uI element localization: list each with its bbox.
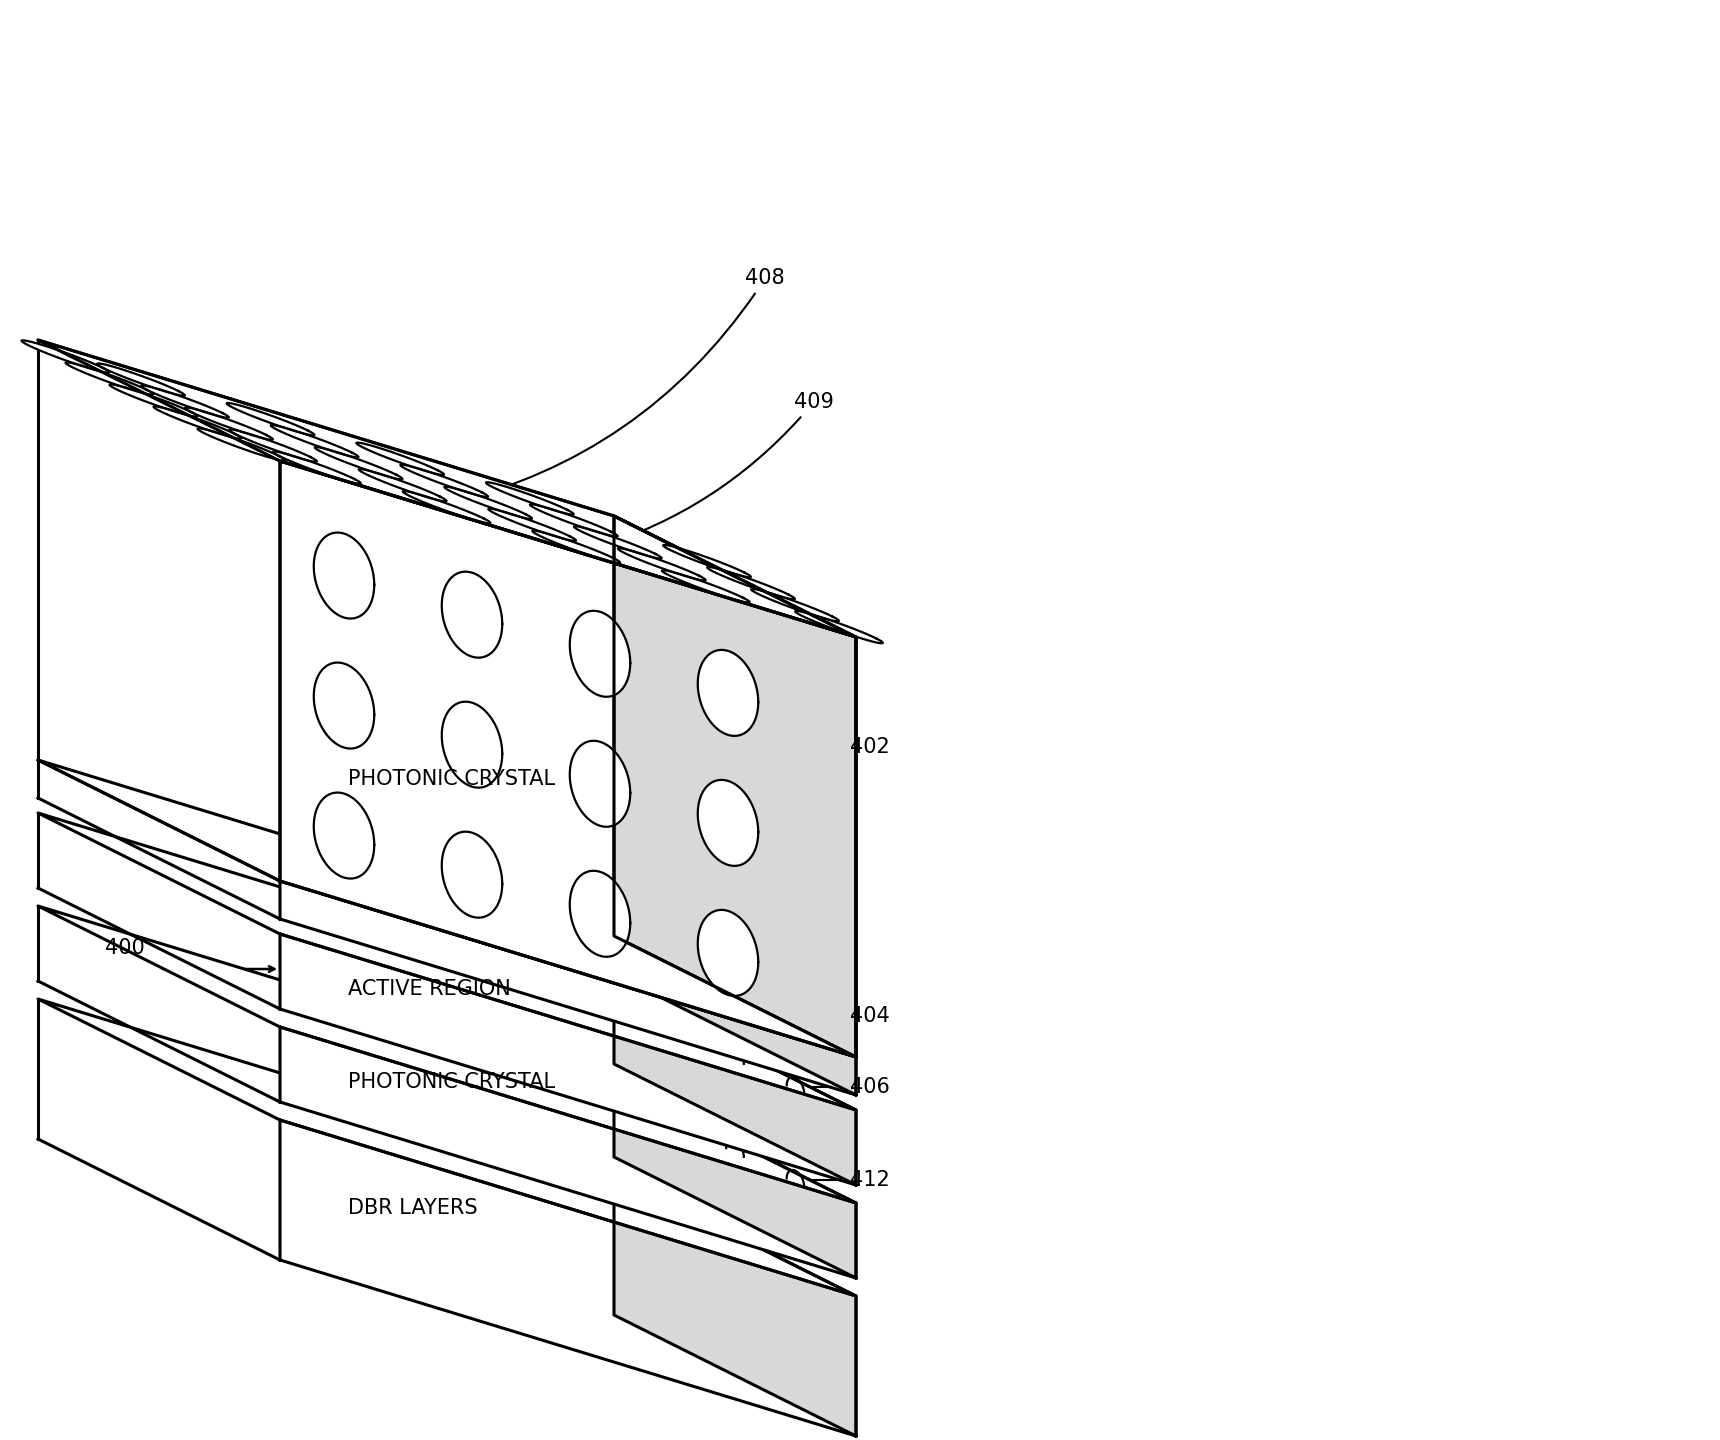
Polygon shape xyxy=(569,611,630,697)
Polygon shape xyxy=(442,701,502,788)
Polygon shape xyxy=(65,363,153,395)
Text: DBR LAYERS: DBR LAYERS xyxy=(347,1198,476,1218)
Polygon shape xyxy=(614,1175,857,1436)
Polygon shape xyxy=(530,504,617,537)
Polygon shape xyxy=(359,469,447,501)
Polygon shape xyxy=(313,792,375,878)
Polygon shape xyxy=(280,1027,857,1279)
Text: 400: 400 xyxy=(105,937,144,958)
Polygon shape xyxy=(280,881,857,1094)
Polygon shape xyxy=(614,1081,857,1279)
Text: PHOTONIC CRYSTAL: PHOTONIC CRYSTAL xyxy=(347,769,556,789)
Polygon shape xyxy=(533,530,621,563)
Polygon shape xyxy=(356,442,444,475)
Polygon shape xyxy=(662,570,750,602)
Text: 406: 406 xyxy=(850,1077,889,1097)
Polygon shape xyxy=(280,935,857,1185)
Polygon shape xyxy=(752,589,839,621)
Polygon shape xyxy=(153,406,241,439)
Text: 402: 402 xyxy=(850,737,889,757)
Polygon shape xyxy=(141,386,229,418)
Polygon shape xyxy=(614,989,857,1185)
Polygon shape xyxy=(795,611,882,644)
Polygon shape xyxy=(442,832,502,917)
Polygon shape xyxy=(198,428,286,461)
Polygon shape xyxy=(315,446,402,480)
Polygon shape xyxy=(273,451,361,484)
Polygon shape xyxy=(487,482,574,514)
Polygon shape xyxy=(569,871,630,956)
Polygon shape xyxy=(38,999,857,1296)
Polygon shape xyxy=(614,516,857,1057)
Polygon shape xyxy=(38,906,857,1202)
Text: 404: 404 xyxy=(850,1005,889,1025)
Polygon shape xyxy=(574,526,662,559)
Polygon shape xyxy=(22,340,110,373)
Text: 409: 409 xyxy=(599,392,834,549)
Polygon shape xyxy=(229,429,316,462)
Polygon shape xyxy=(698,649,759,736)
Polygon shape xyxy=(698,780,759,865)
Polygon shape xyxy=(664,544,752,577)
Polygon shape xyxy=(444,487,531,518)
Polygon shape xyxy=(402,491,490,523)
Polygon shape xyxy=(280,461,857,1057)
Polygon shape xyxy=(617,549,705,580)
Polygon shape xyxy=(227,403,315,435)
Polygon shape xyxy=(569,740,630,827)
Polygon shape xyxy=(698,910,759,996)
Polygon shape xyxy=(38,814,857,1110)
Polygon shape xyxy=(96,363,184,396)
Polygon shape xyxy=(313,662,375,749)
Polygon shape xyxy=(186,408,273,439)
Polygon shape xyxy=(313,533,375,619)
Polygon shape xyxy=(38,340,857,636)
Text: PHOTONIC CRYSTAL: PHOTONIC CRYSTAL xyxy=(347,1073,556,1092)
Polygon shape xyxy=(614,936,857,1094)
Text: 412: 412 xyxy=(850,1169,889,1189)
Polygon shape xyxy=(707,567,795,599)
Polygon shape xyxy=(401,465,488,497)
Polygon shape xyxy=(488,508,576,541)
Text: ACTIVE REGION: ACTIVE REGION xyxy=(347,979,511,999)
Polygon shape xyxy=(38,760,857,1057)
Polygon shape xyxy=(442,572,502,658)
Polygon shape xyxy=(270,425,358,458)
Polygon shape xyxy=(110,384,198,416)
Text: 408: 408 xyxy=(451,268,784,505)
Polygon shape xyxy=(280,1120,857,1436)
